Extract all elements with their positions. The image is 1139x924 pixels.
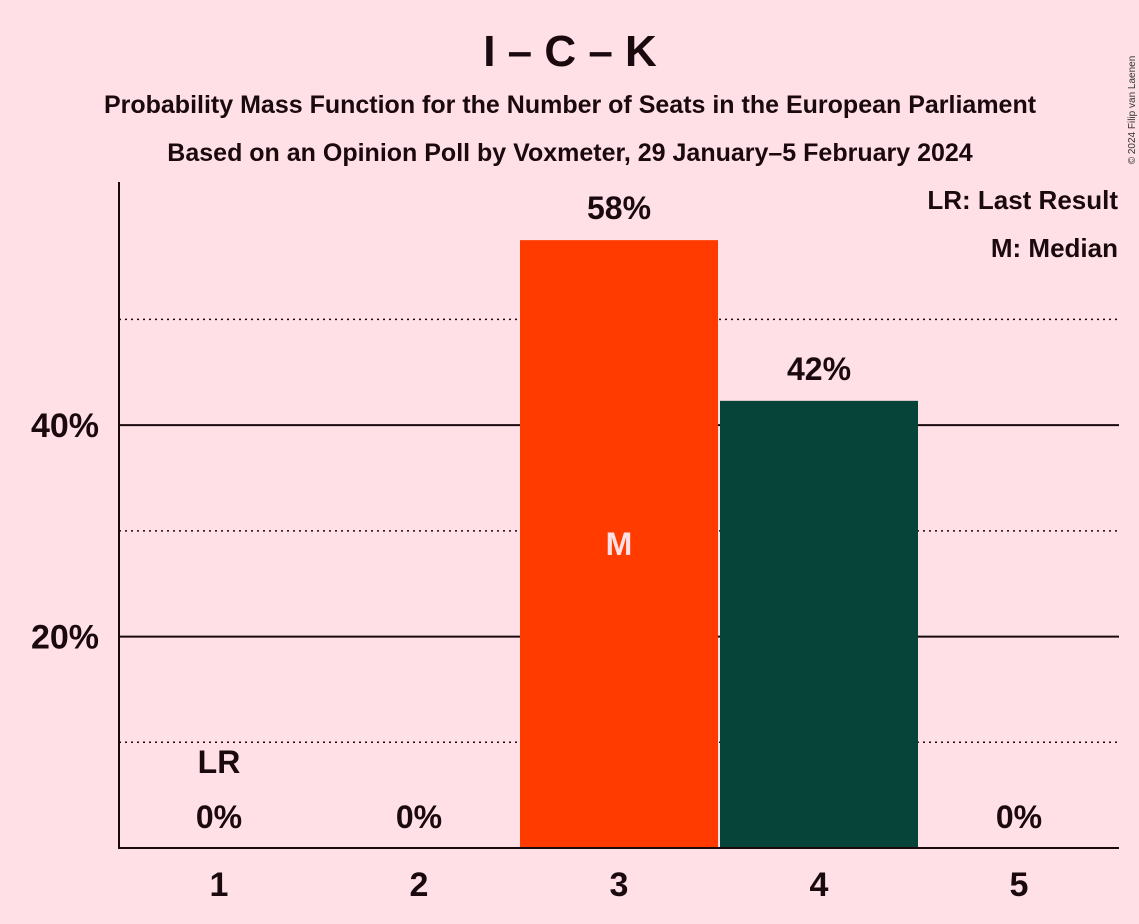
legend-median: M: Median	[991, 233, 1118, 263]
bar	[520, 240, 718, 849]
x-tick-label: 2	[410, 866, 429, 904]
y-tick-label: 40%	[31, 407, 99, 445]
chart-title: I – C – K	[483, 27, 657, 76]
bar-value-label: 0%	[996, 799, 1042, 835]
last-result-marker: LR	[198, 744, 241, 780]
bars	[520, 240, 918, 849]
x-tick-label: 5	[1010, 866, 1029, 904]
bar-value-label: 0%	[396, 799, 442, 835]
bar-value-label: 42%	[787, 351, 851, 387]
bar	[720, 400, 918, 848]
chart-subtitle-line-2: Based on an Opinion Poll by Voxmeter, 29…	[167, 139, 972, 167]
y-tick-label: 20%	[31, 619, 99, 657]
chart-subtitle-line-1: Probability Mass Function for the Number…	[104, 91, 1037, 119]
copyright: © 2024 Filip van Laenen	[1127, 56, 1138, 165]
bar-value-label: 0%	[196, 799, 242, 835]
legend-last-result: LR: Last Result	[927, 185, 1118, 215]
median-marker: M	[606, 526, 633, 562]
x-tick-label: 1	[210, 866, 229, 904]
bar-value-label: 58%	[587, 190, 651, 226]
x-tick-label: 4	[810, 866, 829, 904]
x-tick-label: 3	[610, 866, 629, 904]
